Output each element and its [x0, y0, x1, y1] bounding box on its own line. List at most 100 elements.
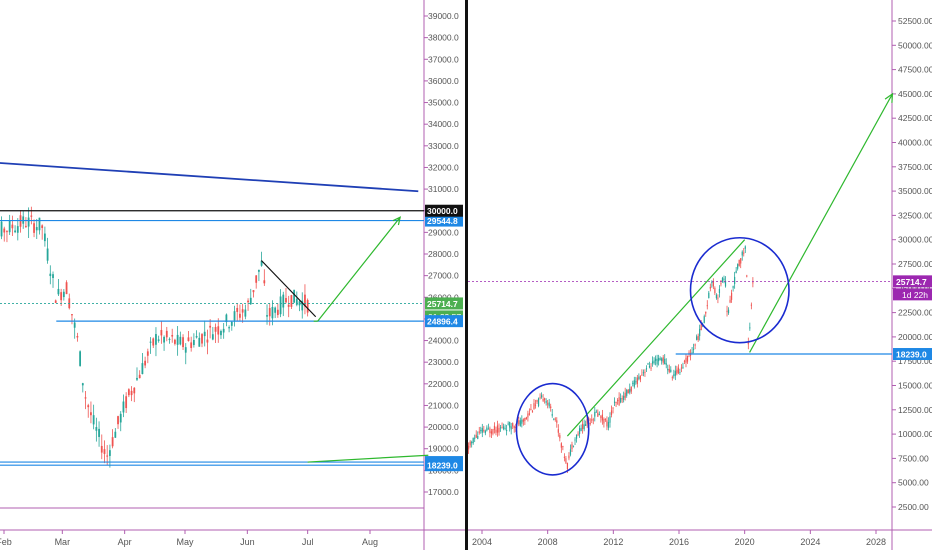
right-candle-body	[540, 395, 543, 398]
right-candle-body	[604, 418, 607, 420]
left-candle-body	[136, 377, 138, 380]
right-candle-body	[560, 443, 562, 448]
right-candle-body	[483, 429, 485, 432]
right-longterm-chart[interactable]: 2500.00 5000.00 7500.00 10000.00 12500.00 150…	[468, 0, 932, 550]
right-candle-body	[727, 309, 730, 314]
left-candle-body	[252, 290, 255, 293]
left-candle-body	[230, 321, 233, 326]
right-annotation-ellipse	[689, 236, 790, 344]
left-daily-chart[interactable]: 17000.018000.019000.020000.021000.022000…	[0, 0, 466, 550]
left-candle-body	[125, 396, 128, 409]
right-candle-body	[556, 420, 558, 423]
right-candle-body	[571, 444, 573, 450]
left-candle-body	[109, 450, 111, 456]
left-candle-body	[282, 294, 285, 308]
left-candle-body	[98, 428, 100, 437]
left-candle-body	[49, 273, 52, 277]
left-candle-body	[119, 413, 122, 423]
left-candle-body	[103, 449, 106, 454]
left-candle-body	[52, 274, 54, 279]
right-candle-body	[737, 264, 739, 269]
right-chart-pane[interactable]: 2500.00 5000.00 7500.00 10000.00 12500.00 150…	[468, 0, 932, 550]
left-candle-body	[73, 322, 76, 328]
right-candle-body	[703, 316, 705, 323]
right-candle-body	[589, 422, 591, 424]
left-candle-body	[43, 233, 46, 242]
right-candle-body	[606, 420, 608, 427]
right-candle-body	[624, 392, 626, 398]
right-candle-body	[582, 423, 584, 429]
left-price-tick-label: 17000.0	[428, 487, 459, 497]
right-candle-body	[685, 357, 687, 363]
right-candle-body	[487, 428, 489, 430]
right-candle-body	[490, 431, 493, 434]
right-annotation-trendline	[566, 239, 746, 437]
right-candle-body	[478, 431, 480, 433]
left-candle-body	[298, 301, 301, 306]
left-candle-body	[14, 230, 16, 233]
left-candle-body	[141, 363, 144, 375]
right-candle-body	[594, 412, 596, 417]
right-candle-body	[746, 275, 748, 277]
left-candle-body	[233, 311, 236, 321]
left-price-tick-label: 22000.0	[428, 379, 459, 389]
left-candle-body	[195, 336, 198, 338]
right-candle-body	[565, 458, 567, 463]
left-candle-body	[138, 374, 141, 379]
right-candle-body	[518, 420, 520, 425]
left-candle-body	[146, 351, 149, 356]
left-price-tick-label: 19000.0	[428, 444, 459, 454]
right-candle-body	[656, 358, 658, 365]
left-candle-body	[304, 294, 306, 307]
left-candle-body	[276, 309, 279, 316]
left-level-label: 18239.0	[427, 461, 458, 471]
left-candle-body	[222, 328, 225, 333]
right-candle-body	[627, 389, 629, 394]
left-candle-body	[3, 228, 6, 233]
right-candle-body	[616, 400, 619, 402]
right-candle-body	[510, 426, 512, 430]
right-candle-body	[550, 406, 552, 409]
right-candle-body	[699, 328, 701, 337]
right-candle-body	[489, 428, 491, 433]
right-candle-body	[650, 367, 652, 369]
right-candle-body	[548, 402, 550, 407]
right-candle-body	[709, 286, 711, 289]
right-candle-body	[673, 374, 675, 377]
right-candle-body	[513, 426, 515, 428]
pane-divider[interactable]	[465, 0, 468, 550]
left-candle-body	[174, 339, 176, 344]
left-candle-body	[54, 300, 57, 303]
right-level-label-bg	[893, 275, 932, 288]
right-candle-body	[659, 358, 661, 360]
right-arrowhead	[884, 92, 894, 103]
right-candle-body	[743, 252, 745, 254]
right-candle-body	[534, 404, 537, 406]
right-candle-body	[577, 433, 579, 435]
left-annotation-trendline	[307, 454, 429, 463]
left-candle-body	[38, 217, 41, 231]
right-candle-body	[553, 418, 555, 420]
left-date-tick-label: Jul	[302, 537, 314, 547]
left-candle-body	[60, 292, 63, 301]
left-candle-body	[65, 282, 68, 295]
left-level-label-bg	[425, 297, 463, 310]
right-candle-body	[692, 348, 695, 350]
right-date-tick-label: 2016	[669, 537, 689, 547]
right-candle-body	[718, 289, 721, 294]
right-candle-body	[726, 310, 728, 313]
left-candle-body	[247, 300, 249, 303]
left-candle-body	[100, 445, 103, 453]
right-candle-body	[638, 376, 640, 380]
right-candle-body	[583, 424, 585, 430]
left-level-label: 25714.7	[427, 299, 458, 309]
right-level-label-bg	[893, 348, 932, 361]
left-candle-body	[192, 339, 195, 346]
left-chart-pane[interactable]: 17000.018000.019000.020000.021000.022000…	[0, 0, 466, 550]
left-candle-body	[95, 427, 98, 431]
right-candle-body	[578, 428, 581, 435]
left-level-label-bg	[425, 315, 463, 328]
right-price-tick-label: 2500.00	[898, 502, 929, 512]
left-level-label: 29544.8	[427, 216, 458, 226]
right-candle-body	[653, 360, 655, 364]
